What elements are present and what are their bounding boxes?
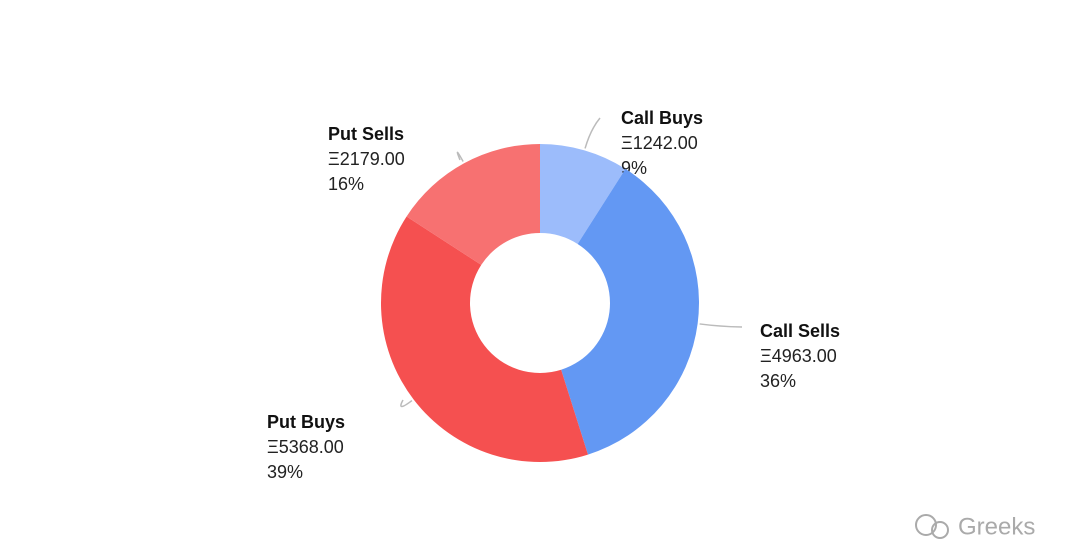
slice-label: Put Buys (267, 412, 345, 432)
slice (380, 216, 588, 463)
slice (406, 144, 540, 265)
percent-label: 39% (267, 462, 303, 482)
slice (540, 144, 626, 244)
value-label: Ξ2179.00 (328, 149, 405, 169)
watermark: Greeks (915, 513, 1035, 540)
slice (561, 168, 699, 455)
leader-line (400, 399, 413, 408)
value-label: Ξ4963.00 (760, 346, 837, 366)
watermark-icon (931, 521, 949, 539)
percent-label: 16% (328, 174, 364, 194)
value-label: Ξ5368.00 (267, 437, 344, 457)
slice-label: Put Sells (328, 124, 404, 144)
leader-line (699, 323, 743, 328)
slice-label: Call Sells (760, 321, 840, 341)
watermark-text: Greeks (958, 513, 1035, 540)
leader-line (584, 117, 601, 149)
watermark-icon (915, 514, 937, 536)
slice-label: Call Buys (621, 108, 703, 128)
value-label: Ξ1242.00 (621, 133, 698, 153)
leader-line (456, 151, 464, 162)
percent-label: 36% (760, 371, 796, 391)
